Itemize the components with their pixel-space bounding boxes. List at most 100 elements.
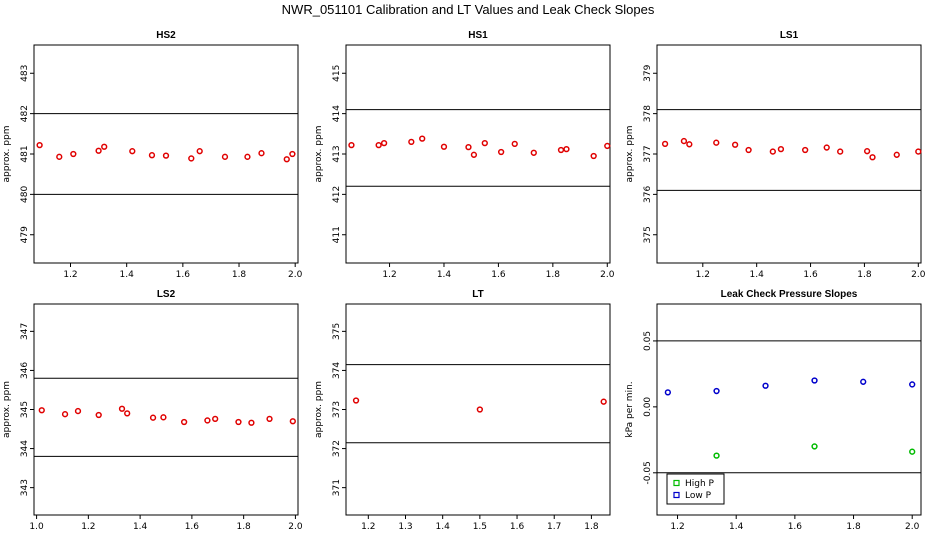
data-point <box>74 407 82 415</box>
data-point <box>563 146 570 153</box>
data-point <box>470 151 478 158</box>
data-point <box>95 147 102 154</box>
data-point <box>101 143 108 150</box>
y-axis-label: kPa per min. <box>625 381 635 437</box>
x-tick-label: 1.2 <box>696 270 710 280</box>
data-point <box>837 148 844 155</box>
figure-title: NWR_051101 Calibration and LT Values and… <box>281 2 655 17</box>
data-point <box>713 387 720 395</box>
plot-frame <box>656 44 922 264</box>
panel-2: LS1 approx. ppm 1.2 1.4 1.6 1.8 2.0 375 376 377 37… <box>625 30 926 280</box>
data-point <box>590 152 597 160</box>
data-point <box>476 406 484 413</box>
y-tick-label: 344 <box>20 440 30 457</box>
legend-label: Low P <box>685 491 712 501</box>
y-tick-label: 413 <box>332 145 342 162</box>
data-point <box>36 141 43 149</box>
x-tick-label: 1.2 <box>670 522 684 532</box>
x-tick-label: 1.5 <box>473 522 487 532</box>
y-axis-label: approx. ppm <box>2 381 12 438</box>
data-point <box>465 143 472 151</box>
x-tick-label: 1.4 <box>133 522 148 532</box>
data-point <box>909 381 916 388</box>
data-point <box>289 418 296 425</box>
y-axis-label: approx. ppm <box>2 126 12 183</box>
data-point <box>481 139 488 147</box>
data-point <box>348 141 355 149</box>
panel-title: HS1 <box>468 30 488 41</box>
data-point <box>56 153 63 160</box>
y-tick-label: 481 <box>20 145 30 162</box>
x-tick-label: 1.8 <box>584 522 599 532</box>
x-tick-label: 1.4 <box>729 522 744 532</box>
data-point <box>893 151 900 158</box>
data-point <box>530 149 537 156</box>
x-tick-label: 1.8 <box>236 522 251 532</box>
data-point <box>713 139 720 146</box>
data-point <box>680 137 688 145</box>
data-point <box>160 414 167 421</box>
data-point <box>811 443 818 450</box>
panel-title: LT <box>472 289 483 300</box>
data-point <box>731 141 739 148</box>
data-point <box>70 150 77 158</box>
y-tick-label: 479 <box>20 226 30 243</box>
x-tick-label: 1.8 <box>846 522 861 532</box>
data-point <box>380 139 388 147</box>
x-tick-label: 1.6 <box>176 270 191 280</box>
x-tick-label: 1.0 <box>29 522 44 532</box>
panel-title: Leak Check Pressure Slopes <box>721 289 858 300</box>
x-tick-label: 1.6 <box>510 522 525 532</box>
x-tick-label: 2.0 <box>288 522 303 532</box>
data-point <box>258 150 265 157</box>
data-point <box>745 146 752 154</box>
y-tick-label: 379 <box>643 64 653 81</box>
y-tick-label: 483 <box>20 65 30 82</box>
data-point <box>352 397 360 404</box>
data-point <box>235 418 242 426</box>
y-axis-label: approx. ppm <box>314 381 324 438</box>
x-tick-label: 1.6 <box>803 270 818 280</box>
y-axis-label: approx. ppm <box>314 126 324 183</box>
data-point <box>686 141 693 148</box>
x-tick-label: 1.6 <box>788 522 803 532</box>
data-point <box>762 382 769 389</box>
x-tick-label: 1.4 <box>436 522 451 532</box>
data-point <box>248 419 255 426</box>
panel-5: Leak Check Pressure Slopes kPa per min. 1.… <box>625 289 922 532</box>
data-point <box>204 417 211 424</box>
legend-marker <box>673 479 680 487</box>
data-point <box>419 135 426 142</box>
legend-label: High P <box>685 479 715 489</box>
x-tick-label: 1.8 <box>232 270 247 280</box>
legend-box <box>666 473 725 505</box>
y-tick-label: 373 <box>332 401 342 418</box>
panel-title: LS1 <box>780 30 799 41</box>
panel-title: LS2 <box>157 289 176 300</box>
y-tick-label: 375 <box>332 323 342 340</box>
data-point <box>124 410 131 417</box>
data-point <box>440 143 448 150</box>
y-tick-label: 345 <box>20 401 30 418</box>
data-point <box>188 155 195 162</box>
x-tick-label: 2.0 <box>911 270 926 280</box>
data-point <box>600 398 607 405</box>
data-point <box>777 146 785 153</box>
data-point <box>221 153 229 160</box>
x-tick-label: 2.0 <box>600 270 615 280</box>
data-point <box>604 142 611 150</box>
x-tick-label: 1.7 <box>547 522 561 532</box>
panel-0: HS2 approx. ppm 1.2 1.4 1.6 1.8 2.0 479 480 481 48… <box>2 30 303 280</box>
data-point <box>664 389 672 396</box>
x-tick-label: 1.6 <box>491 270 506 280</box>
y-tick-label: 0.00 <box>643 397 653 417</box>
x-tick-label: 1.6 <box>185 522 200 532</box>
data-point <box>289 150 296 158</box>
x-tick-label: 1.2 <box>361 522 375 532</box>
y-tick-label: 375 <box>643 226 653 243</box>
x-tick-label: 1.4 <box>120 270 135 280</box>
data-point <box>196 148 203 155</box>
y-tick-label: 414 <box>332 105 342 122</box>
y-tick-label: 412 <box>332 186 342 203</box>
